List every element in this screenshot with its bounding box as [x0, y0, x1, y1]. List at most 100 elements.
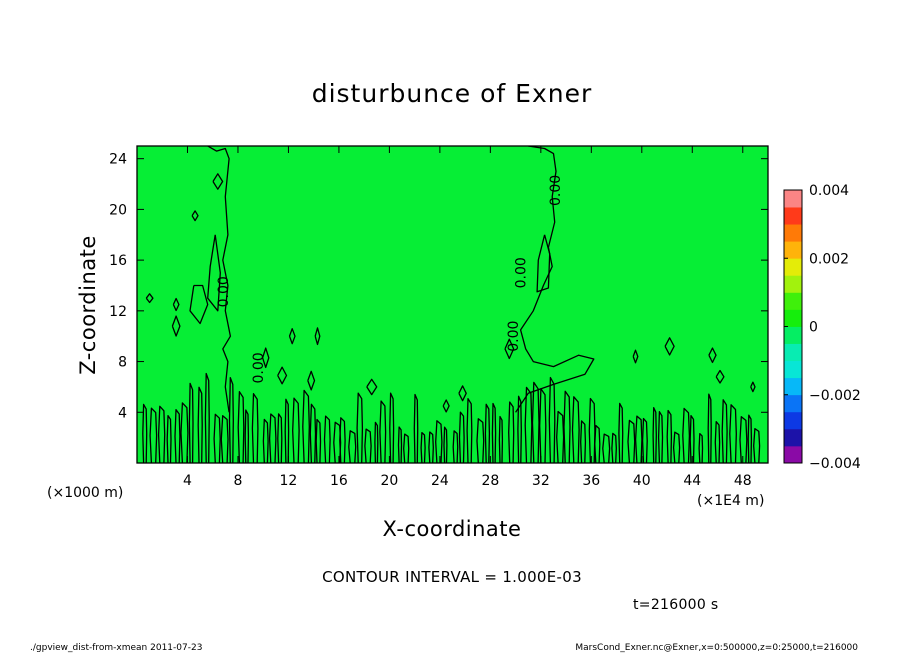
contour-line	[302, 389, 310, 463]
x-unit2-label: (×1E4 m)	[697, 493, 764, 509]
contour-line	[171, 315, 181, 337]
plot-area: 0.000.000.000.000.00 4 8 12 16 20 24 28 32 36 40 4…	[109, 145, 769, 489]
contour-line	[611, 432, 617, 463]
contour-line	[750, 381, 756, 393]
contour-line	[142, 403, 148, 463]
contour-line	[268, 413, 277, 463]
colorbar-swatch	[784, 258, 802, 276]
x-tick-label: 28	[481, 473, 499, 489]
contour-line	[420, 431, 426, 463]
contour-line	[145, 293, 154, 304]
contour-line	[504, 338, 515, 360]
contour-line	[563, 390, 571, 463]
contour-line	[397, 426, 403, 463]
contour-line	[476, 418, 485, 463]
contour-interval-label: CONTOUR INTERVAL = 1.000E-03	[322, 568, 582, 586]
contour-labels: 0.00 0.00 0.00 0.00 0.00	[216, 175, 564, 384]
colorbar-swatch	[784, 428, 802, 447]
colorbar: 0.004 0.002 0 −0.002 −0.004	[783, 183, 861, 472]
x-tick-label: 12	[280, 473, 298, 489]
contour-line	[641, 417, 648, 463]
contour-line	[466, 398, 473, 463]
contour-line	[251, 393, 259, 463]
contour-line	[571, 396, 580, 463]
y-tick-label: 20	[109, 202, 127, 218]
contour-line	[428, 431, 434, 463]
x-tick-label: 4	[183, 473, 192, 489]
contour-line	[689, 414, 695, 463]
contour-line	[458, 385, 467, 402]
contour-line	[747, 414, 753, 463]
contour-line	[632, 349, 639, 364]
y-axis: 4 8 12 16 20 24	[109, 152, 768, 421]
contour-line	[484, 403, 491, 463]
x-tick-label: 24	[431, 473, 449, 489]
x-tick-label: 20	[380, 473, 398, 489]
colorbar-tick-label: 0.004	[809, 183, 849, 199]
contour-line	[292, 397, 300, 463]
contour-line	[284, 398, 290, 463]
contour-line	[212, 173, 224, 190]
contour-line	[174, 409, 181, 463]
contour-line	[403, 433, 410, 463]
contour-line	[682, 407, 691, 463]
colorbar-tick-label: −0.002	[809, 388, 861, 404]
contour-line	[228, 376, 234, 463]
contour-label: 0.00	[514, 257, 530, 288]
y-tick-label: 8	[118, 355, 127, 371]
contour-line	[491, 402, 497, 463]
contour-line	[548, 376, 556, 463]
x-tick-label: 8	[233, 473, 242, 489]
contour-line	[666, 409, 673, 463]
contour-line	[458, 411, 465, 463]
contour-line	[277, 413, 283, 463]
contour-line	[652, 407, 657, 463]
contour-line	[307, 370, 316, 391]
contour-line	[197, 386, 203, 463]
x-tick-label: 16	[330, 473, 348, 489]
contour-line	[536, 234, 551, 293]
contour-line	[204, 372, 210, 463]
contour-line	[721, 399, 728, 463]
x-tick-label: 44	[683, 473, 701, 489]
x-tick-label: 40	[633, 473, 651, 489]
contour-line	[634, 415, 643, 463]
x-tick-label: 32	[532, 473, 550, 489]
footer-left: ./gpview_dist-from-xmean 2011-07-23	[30, 643, 202, 653]
contour-line	[508, 401, 515, 463]
contour-label: 0.00	[251, 352, 267, 383]
contour-line	[708, 347, 717, 364]
x-tick-label: 36	[582, 473, 600, 489]
contour-line	[618, 402, 624, 463]
contour-line	[413, 393, 419, 463]
contour-line	[443, 426, 448, 463]
contour-line	[672, 431, 681, 463]
contour-line	[498, 415, 504, 463]
contour-line	[556, 410, 565, 463]
contour-line	[348, 430, 357, 463]
colorbar-swatch	[784, 224, 802, 242]
x-axis: 4 8 12 16 20 24 28 32 36 40 44 48	[183, 146, 752, 489]
contour-line	[594, 424, 601, 463]
contour-line	[166, 414, 172, 463]
contour-line	[379, 400, 387, 463]
colorbar-tick-label: −0.004	[809, 456, 861, 472]
contour-line	[707, 393, 712, 463]
contour-line	[237, 391, 245, 463]
x-unit-label: (×1000 m)	[47, 485, 123, 501]
contour-line	[452, 430, 459, 463]
contour-line	[188, 382, 194, 463]
colorbar-swatch	[784, 343, 802, 362]
contour-line	[435, 420, 443, 463]
contour-line	[364, 428, 372, 463]
contour-line	[315, 418, 322, 463]
contour-line	[664, 337, 675, 356]
contour-line	[602, 433, 611, 463]
contour-line	[539, 388, 547, 463]
x-tick-label: 48	[734, 473, 752, 489]
footer-right: MarsCond_Exner.nc@Exner,x=0:500000,z=0:2…	[575, 643, 858, 653]
contour-line	[374, 421, 379, 463]
chart-title: disturbunce of Exner	[312, 79, 593, 108]
colorbar-swatch	[784, 394, 802, 413]
